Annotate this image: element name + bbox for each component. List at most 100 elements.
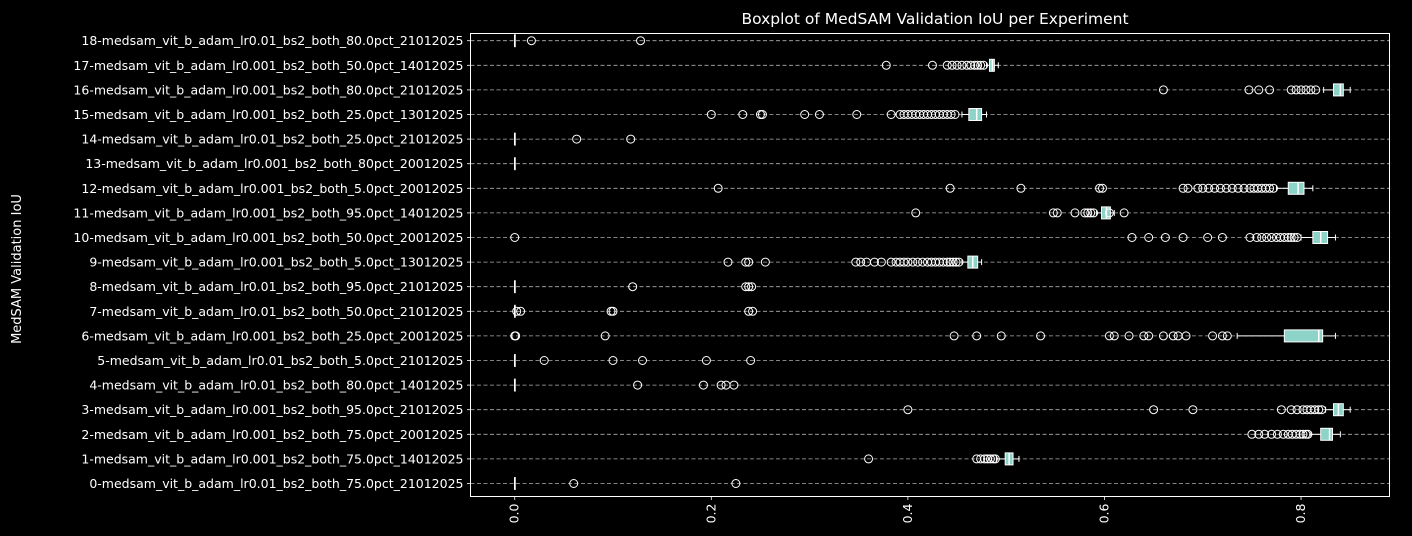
box-iqr — [1320, 427, 1333, 441]
outlier-point — [886, 257, 896, 267]
outlier-point — [990, 454, 1000, 464]
outlier-point — [973, 60, 983, 70]
x-axis-ticks: 0.0 0.2 0.4 0.6 0.8 — [507, 496, 1308, 523]
box-group — [513, 132, 636, 146]
outlier-point — [881, 60, 891, 70]
outlier-point — [1178, 233, 1188, 242]
outlier-point — [800, 110, 810, 119]
category-label: 8-medsam_vit_b_adam_lr0.01_bs2_both_95.0… — [89, 279, 463, 294]
box-iqr — [968, 108, 983, 121]
box-iqr — [1287, 181, 1305, 195]
outlier-point — [1306, 85, 1316, 95]
outlier-point — [572, 134, 582, 144]
outlier-point — [698, 380, 708, 390]
outlier-point — [970, 60, 980, 70]
category-label: 3-medsam_vit_b_adam_lr0.001_bs2_both_95.… — [81, 402, 463, 417]
outlier-point — [1119, 208, 1129, 218]
outlier-point — [744, 306, 754, 316]
outlier-point — [945, 257, 955, 267]
outlier-point — [1303, 429, 1313, 439]
outlier-point — [1233, 183, 1243, 193]
outlier-point — [1311, 85, 1321, 95]
outlier-point — [1109, 331, 1119, 341]
outlier-point — [738, 110, 748, 119]
outlier-point — [757, 110, 767, 119]
outlier-point — [1104, 331, 1114, 341]
box-group — [510, 231, 1336, 244]
outlier-point — [1208, 331, 1218, 341]
outlier-point — [1124, 331, 1134, 341]
outlier-point — [511, 331, 521, 341]
outlier-point — [979, 60, 989, 70]
outlier-point — [1314, 405, 1324, 415]
outlier-point — [1244, 85, 1254, 95]
outlier-point — [1265, 85, 1275, 95]
outlier-point — [747, 282, 757, 292]
outlier-point — [628, 282, 638, 292]
outlier-point — [1254, 85, 1264, 95]
outlier-point — [918, 257, 928, 267]
outlier-point — [1239, 183, 1249, 193]
outlier-point — [526, 36, 536, 46]
outlier-point — [1097, 183, 1107, 193]
outlier-point — [1279, 233, 1289, 242]
outlier-point — [1272, 429, 1282, 439]
outlier-point — [876, 257, 886, 267]
outlier-point — [741, 257, 751, 267]
category-label: 6-medsam_vit_b_adam_lr0.001_bs2_both_25.… — [81, 328, 463, 343]
outlier-point — [1127, 233, 1137, 242]
outlier-point — [638, 356, 648, 365]
box-group — [706, 108, 988, 121]
outlier-point — [1298, 429, 1308, 439]
outlier-point — [1267, 429, 1277, 439]
outlier-point — [1227, 183, 1237, 193]
outlier-point — [1292, 405, 1302, 415]
outlier-point — [949, 331, 959, 341]
outlier-point — [1291, 85, 1301, 95]
outlier-point — [1080, 208, 1090, 218]
box-group — [723, 255, 983, 269]
outlier-point — [972, 331, 982, 341]
outlier-point — [1095, 183, 1105, 193]
outlier-point — [701, 356, 711, 365]
box-group — [903, 403, 1351, 417]
outlier-point — [1217, 331, 1227, 341]
outlier-point — [539, 356, 549, 365]
outlier-point — [636, 36, 646, 46]
category-label: 12-medsam_vit_b_adam_lr0.001_bs2_both_5.… — [81, 181, 463, 196]
box-group — [513, 280, 757, 294]
outlier-point — [1252, 233, 1262, 242]
outlier-point — [1183, 183, 1193, 193]
category-label: 14-medsam_vit_b_adam_lr0.01_bs2_both_25.… — [81, 132, 463, 147]
outlier-point — [950, 110, 960, 119]
outlier-point — [903, 257, 913, 267]
outlier-point — [510, 233, 520, 242]
category-label: 2-medsam_vit_b_adam_lr0.001_bs2_both_75.… — [81, 427, 463, 442]
x-tick-label: 0.6 — [1096, 503, 1111, 523]
outlier-point — [1149, 405, 1159, 415]
outlier-point — [1168, 331, 1178, 341]
category-label: 9-medsam_vit_b_adam_lr0.001_bs2_both_5.0… — [89, 255, 463, 270]
box-iqr — [1332, 83, 1344, 97]
outlier-point — [746, 356, 756, 365]
outlier-point — [1158, 331, 1168, 341]
outlier-point — [633, 380, 643, 390]
outlier-point — [1289, 233, 1299, 242]
box-group — [1158, 83, 1351, 97]
outlier-point — [731, 479, 741, 488]
outlier-point — [945, 183, 955, 193]
outlier-point — [908, 257, 918, 267]
outlier-point — [942, 257, 952, 267]
box-group — [864, 452, 1020, 466]
category-label: 11-medsam_vit_b_adam_lr0.001_bs2_both_95… — [73, 205, 463, 220]
outlier-point — [1158, 85, 1168, 95]
outlier-point — [1052, 208, 1062, 218]
outlier-point — [1086, 208, 1096, 218]
outlier-point — [729, 380, 739, 390]
chart-title: Boxplot of MedSAM Validation IoU per Exp… — [741, 10, 1128, 28]
category-label: 18-medsam_vit_b_adam_lr0.01_bs2_both_80.… — [81, 33, 463, 48]
outlier-point — [1036, 331, 1046, 341]
outlier-point — [1292, 233, 1302, 242]
